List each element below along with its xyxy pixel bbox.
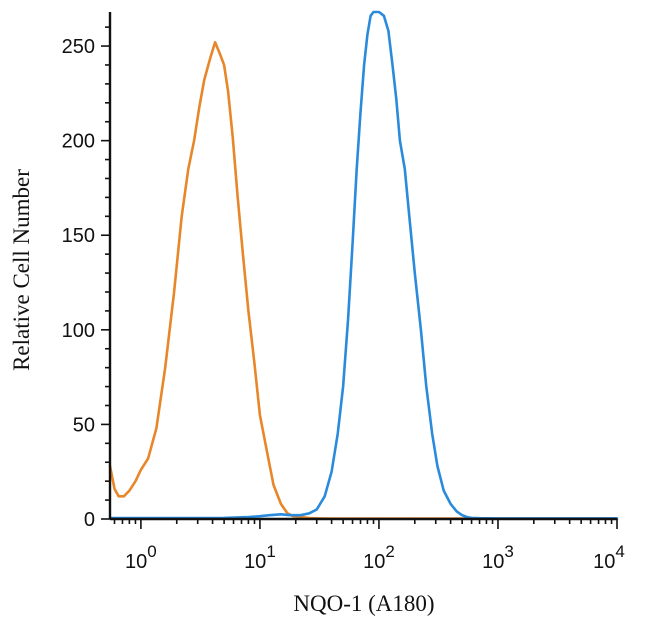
x-tick-label: 100 [125, 542, 157, 573]
axes-group [108, 12, 617, 521]
y-tick-label: 0 [84, 509, 95, 531]
y-tick-label: 200 [62, 131, 95, 153]
x-tick-label: 103 [482, 542, 514, 573]
series-1-line [108, 41, 619, 520]
y-tick-label: 250 [62, 36, 95, 58]
y-tick-label: 150 [62, 225, 95, 247]
series-2-line [108, 10, 619, 520]
y-tick-label: 50 [73, 414, 95, 436]
y-axis-title: Relative Cell Number [9, 169, 34, 371]
x-ticks-group: 100 101 102 103 104 [113, 519, 625, 573]
x-tick-label: 102 [363, 542, 395, 573]
y-ticks-group: 0 50 100 150 200 250 [62, 26, 110, 531]
x-tick-label: 104 [593, 542, 625, 573]
plot-series-group [108, 10, 619, 520]
x-axis-title: NQO-1 (A180) [293, 591, 434, 616]
y-tick-label: 100 [62, 320, 95, 342]
x-tick-label: 101 [244, 542, 276, 573]
